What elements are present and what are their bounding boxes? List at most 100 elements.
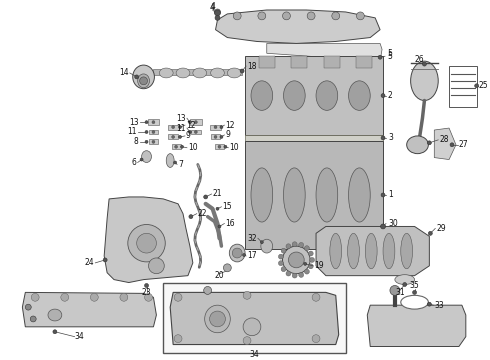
Text: 5: 5 <box>387 49 392 58</box>
Bar <box>211 134 220 139</box>
Text: 22: 22 <box>198 209 207 218</box>
Circle shape <box>189 131 192 134</box>
Circle shape <box>145 140 148 143</box>
Text: 35: 35 <box>410 281 419 290</box>
Circle shape <box>189 121 192 123</box>
Polygon shape <box>170 292 339 345</box>
Circle shape <box>308 264 313 269</box>
Circle shape <box>283 12 291 20</box>
Ellipse shape <box>284 168 305 222</box>
Circle shape <box>356 12 365 20</box>
Ellipse shape <box>176 68 190 78</box>
Circle shape <box>413 291 416 294</box>
Ellipse shape <box>48 309 62 321</box>
Bar <box>292 56 307 68</box>
Bar <box>147 119 159 125</box>
Circle shape <box>25 304 31 310</box>
Circle shape <box>381 224 386 229</box>
Circle shape <box>215 10 220 16</box>
Circle shape <box>174 293 182 301</box>
Ellipse shape <box>395 275 415 284</box>
Bar <box>259 56 274 68</box>
Circle shape <box>215 15 220 20</box>
Circle shape <box>233 12 241 20</box>
Circle shape <box>278 254 283 259</box>
Text: 31: 31 <box>395 288 405 297</box>
Text: 34: 34 <box>74 332 84 341</box>
Text: 8: 8 <box>134 137 139 146</box>
Ellipse shape <box>401 233 413 269</box>
Ellipse shape <box>128 225 165 262</box>
Bar <box>210 125 221 130</box>
Ellipse shape <box>366 233 377 269</box>
Circle shape <box>292 242 297 247</box>
Ellipse shape <box>348 168 370 222</box>
Text: 14: 14 <box>119 68 129 77</box>
Ellipse shape <box>251 168 272 222</box>
Bar <box>168 134 178 139</box>
Ellipse shape <box>383 233 395 269</box>
Circle shape <box>304 262 307 265</box>
Polygon shape <box>23 292 156 327</box>
Circle shape <box>220 135 223 138</box>
Circle shape <box>427 302 431 306</box>
Circle shape <box>204 195 208 199</box>
Ellipse shape <box>284 81 305 111</box>
Ellipse shape <box>229 244 245 262</box>
Circle shape <box>307 12 315 20</box>
Ellipse shape <box>148 258 164 274</box>
Text: 9: 9 <box>186 131 191 140</box>
Ellipse shape <box>251 81 272 111</box>
Circle shape <box>180 145 183 148</box>
Circle shape <box>332 12 340 20</box>
Circle shape <box>53 330 57 334</box>
Text: 2: 2 <box>388 91 392 100</box>
Circle shape <box>140 77 147 85</box>
Ellipse shape <box>283 246 310 274</box>
Circle shape <box>145 284 148 288</box>
Bar <box>245 56 383 135</box>
Text: 6: 6 <box>132 158 137 167</box>
Circle shape <box>174 335 182 343</box>
Text: 4: 4 <box>210 3 215 12</box>
Circle shape <box>189 215 193 219</box>
Bar <box>356 56 372 68</box>
Text: 13: 13 <box>176 114 186 123</box>
Text: 5: 5 <box>387 52 392 61</box>
Circle shape <box>178 126 181 129</box>
Circle shape <box>140 158 143 161</box>
Ellipse shape <box>142 151 151 162</box>
Text: 30: 30 <box>388 219 398 228</box>
Text: 15: 15 <box>222 202 232 211</box>
Circle shape <box>403 283 407 287</box>
Text: 26: 26 <box>415 55 424 64</box>
Ellipse shape <box>407 136 428 154</box>
Ellipse shape <box>348 81 370 111</box>
Text: 10: 10 <box>229 143 239 152</box>
Text: 20: 20 <box>215 271 224 280</box>
Ellipse shape <box>316 168 338 222</box>
Circle shape <box>450 143 454 147</box>
Circle shape <box>278 261 283 266</box>
Circle shape <box>223 264 231 272</box>
Circle shape <box>173 161 176 164</box>
Text: 4: 4 <box>211 1 216 10</box>
Text: 24: 24 <box>85 258 94 267</box>
Circle shape <box>427 141 431 145</box>
Circle shape <box>258 12 266 20</box>
Text: 9: 9 <box>225 130 230 139</box>
Circle shape <box>218 145 221 148</box>
Circle shape <box>61 293 69 301</box>
Circle shape <box>152 121 155 123</box>
Circle shape <box>135 75 139 79</box>
Circle shape <box>240 69 244 73</box>
Circle shape <box>103 258 107 262</box>
Bar <box>190 119 202 125</box>
Circle shape <box>243 337 251 345</box>
Circle shape <box>120 293 128 301</box>
Ellipse shape <box>243 318 261 336</box>
Text: 18: 18 <box>247 62 257 71</box>
Ellipse shape <box>166 154 174 167</box>
Circle shape <box>428 231 432 235</box>
Text: 19: 19 <box>314 261 324 270</box>
